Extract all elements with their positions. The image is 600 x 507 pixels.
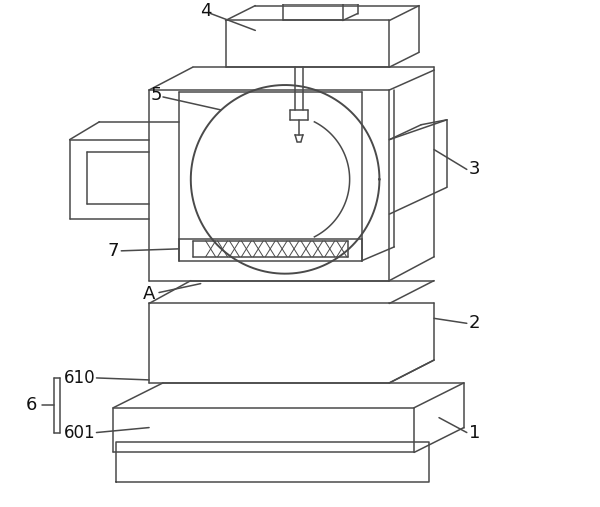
Text: 5: 5 bbox=[150, 86, 162, 104]
Text: 6: 6 bbox=[26, 396, 38, 414]
Text: 2: 2 bbox=[469, 314, 480, 332]
Text: 4: 4 bbox=[200, 2, 211, 20]
Text: 601: 601 bbox=[64, 423, 95, 442]
Text: 3: 3 bbox=[469, 160, 480, 178]
Text: A: A bbox=[143, 284, 155, 303]
Text: 1: 1 bbox=[469, 423, 480, 442]
Text: 610: 610 bbox=[64, 369, 95, 387]
Text: 7: 7 bbox=[107, 242, 119, 260]
